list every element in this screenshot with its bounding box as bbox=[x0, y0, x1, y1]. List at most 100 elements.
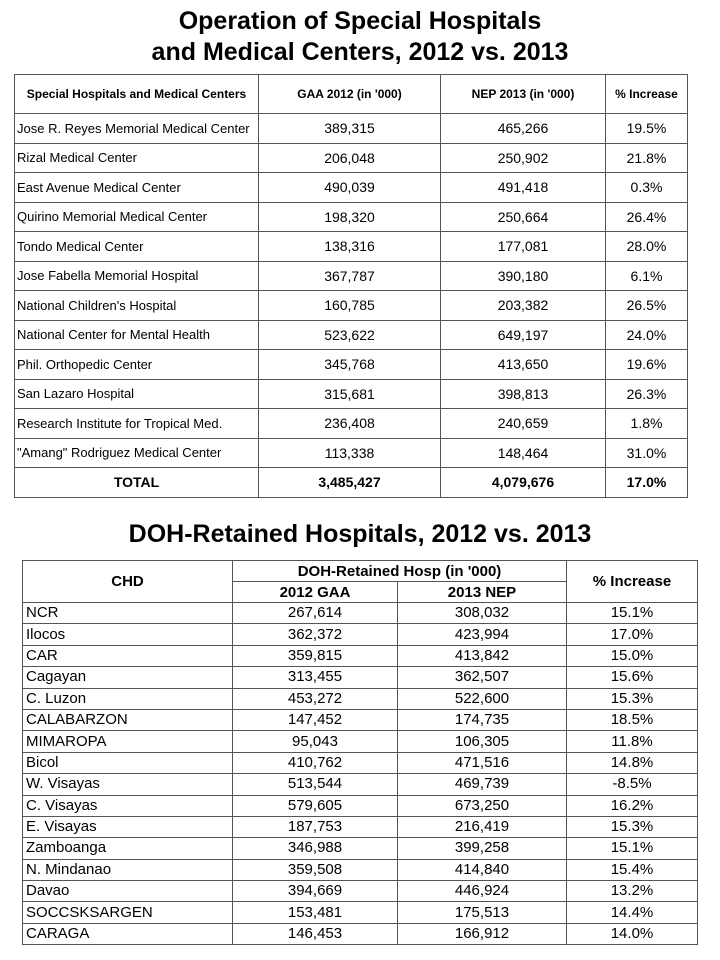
title-line: and Medical Centers, 2012 vs. 2013 bbox=[151, 38, 569, 66]
table-cell: 4,079,676 bbox=[440, 467, 606, 498]
table-cell: National Center for Mental Health bbox=[14, 319, 259, 350]
table-row: N. Mindanao 359,508 414,840 15.4% bbox=[22, 858, 698, 882]
table-cell: 410,762 bbox=[232, 751, 398, 775]
table-cell: 106,305 bbox=[397, 730, 567, 753]
table-cell: Rizal Medical Center bbox=[14, 142, 259, 173]
title-line: Operation of Special Hospitals bbox=[178, 7, 542, 35]
table-cell: 15.3% bbox=[566, 815, 698, 839]
table-cell: 414,840 bbox=[397, 858, 567, 882]
table-cell: 522,600 bbox=[397, 687, 567, 710]
table-cell: CAR bbox=[22, 644, 233, 668]
table-cell: 0.3% bbox=[605, 172, 688, 203]
table-cell: 21.8% bbox=[605, 142, 688, 173]
table-cell: Tondo Medical Center bbox=[14, 231, 259, 262]
table-row: East Avenue Medical Center 490,039 491,418… bbox=[14, 172, 688, 203]
table-cell: 187,753 bbox=[232, 815, 398, 839]
table-cell: 413,842 bbox=[397, 644, 567, 668]
table-cell: 6.1% bbox=[605, 260, 688, 291]
table-row: TOTAL 3,485,427 4,079,676 17.0% bbox=[14, 467, 688, 498]
header-cell: Special Hospitals and Medical Centers bbox=[14, 74, 259, 114]
table-cell: MIMAROPA bbox=[22, 730, 233, 753]
table-row: MIMAROPA 95,043 106,305 11.8% bbox=[22, 730, 698, 753]
table-cell: TOTAL bbox=[14, 467, 259, 498]
table-cell: 203,382 bbox=[440, 290, 606, 321]
table-row: C. Visayas 579,605 673,250 16.2% bbox=[22, 794, 698, 817]
table-cell: Cagayan bbox=[22, 666, 233, 689]
table-cell: 513,544 bbox=[232, 773, 398, 796]
table-cell: 175,513 bbox=[397, 901, 567, 924]
table-row: W. Visayas 513,544 469,739 -8.5% bbox=[22, 773, 698, 796]
table-cell: 469,739 bbox=[397, 773, 567, 796]
table-cell: 523,622 bbox=[258, 319, 441, 350]
table-cell: NCR bbox=[22, 601, 233, 625]
table-cell: Bicol bbox=[22, 751, 233, 775]
table-row: National Center for Mental Health 523,622… bbox=[14, 319, 688, 350]
table-cell: 250,902 bbox=[440, 142, 606, 173]
table-cell: 26.3% bbox=[605, 378, 688, 409]
table-cell: 15.1% bbox=[566, 601, 698, 625]
table-cell: 240,659 bbox=[440, 408, 606, 439]
table-cell: 11.8% bbox=[566, 730, 698, 753]
header-cell: CHD bbox=[22, 560, 233, 603]
table-cell: CARAGA bbox=[22, 922, 233, 946]
table-cell: 26.4% bbox=[605, 201, 688, 232]
table-cell: 367,787 bbox=[258, 260, 441, 291]
table-cell: Jose R. Reyes Memorial Medical Center bbox=[14, 113, 259, 144]
table-cell: National Children's Hospital bbox=[14, 290, 259, 321]
table-cell: 24.0% bbox=[605, 319, 688, 350]
table-cell: 308,032 bbox=[397, 601, 567, 625]
table-cell: 18.5% bbox=[566, 708, 698, 732]
table-cell: 19.5% bbox=[605, 113, 688, 144]
table-cell: W. Visayas bbox=[22, 773, 233, 796]
table-row: SOCCSKSARGEN 153,481 175,513 14.4% bbox=[22, 901, 698, 924]
table-cell: 16.2% bbox=[566, 794, 698, 817]
table-cell: "Amang" Rodriguez Medical Center bbox=[14, 437, 259, 468]
table-row: CALABARZON 147,452 174,735 18.5% bbox=[22, 708, 698, 732]
table-row: Bicol 410,762 471,516 14.8% bbox=[22, 751, 698, 775]
table-cell: 216,419 bbox=[397, 815, 567, 839]
table-cell: Research Institute for Tropical Med. bbox=[14, 408, 259, 439]
section-title: Operation of Special Hospitals and Medic… bbox=[0, 6, 720, 68]
table-row: Tondo Medical Center 138,316 177,081 28.0% bbox=[14, 231, 688, 262]
table-cell: 26.5% bbox=[605, 290, 688, 321]
table-cell: 17.0% bbox=[605, 467, 688, 498]
table-row: Phil. Orthopedic Center 345,768 413,650 19.… bbox=[14, 349, 688, 380]
table-cell: 346,988 bbox=[232, 837, 398, 860]
table-cell: 198,320 bbox=[258, 201, 441, 232]
table-cell: 673,250 bbox=[397, 794, 567, 817]
table-cell: E. Visayas bbox=[22, 815, 233, 839]
table-cell: -8.5% bbox=[566, 773, 698, 796]
table-cell: East Avenue Medical Center bbox=[14, 172, 259, 203]
table-cell: 471,516 bbox=[397, 751, 567, 775]
table-cell: 19.6% bbox=[605, 349, 688, 380]
table-row: San Lazaro Hospital 315,681 398,813 26.3% bbox=[14, 378, 688, 409]
table-cell: 15.3% bbox=[566, 687, 698, 710]
table-cell: 315,681 bbox=[258, 378, 441, 409]
table-cell: 95,043 bbox=[232, 730, 398, 753]
table-cell: 28.0% bbox=[605, 231, 688, 262]
table-row: Jose R. Reyes Memorial Medical Center 389… bbox=[14, 113, 688, 144]
table-cell: 1.8% bbox=[605, 408, 688, 439]
table-cell: 174,735 bbox=[397, 708, 567, 732]
table-row: Quirino Memorial Medical Center 198,320 25… bbox=[14, 201, 688, 232]
table-row: Rizal Medical Center 206,048 250,902 21.8% bbox=[14, 142, 688, 173]
table-row: NCR 267,614 308,032 15.1% bbox=[22, 601, 698, 625]
table-cell: SOCCSKSARGEN bbox=[22, 901, 233, 924]
table-cell: Quirino Memorial Medical Center bbox=[14, 201, 259, 232]
table-cell: 390,180 bbox=[440, 260, 606, 291]
table-cell: 160,785 bbox=[258, 290, 441, 321]
table-cell: 362,507 bbox=[397, 666, 567, 689]
table-cell: 147,452 bbox=[232, 708, 398, 732]
table-row: Ilocos 362,372 423,994 17.0% bbox=[22, 623, 698, 646]
table-row: Cagayan 313,455 362,507 15.6% bbox=[22, 666, 698, 689]
header-cell: 2012 GAA bbox=[232, 581, 398, 603]
table-cell: 138,316 bbox=[258, 231, 441, 262]
table-cell: 166,912 bbox=[397, 922, 567, 946]
table-cell: CALABARZON bbox=[22, 708, 233, 732]
table-cell: 313,455 bbox=[232, 666, 398, 689]
header-cell: NEP 2013 (in '000) bbox=[440, 74, 606, 114]
table-row: "Amang" Rodriguez Medical Center 113,338 1… bbox=[14, 437, 688, 468]
table-row: Zamboanga 346,988 399,258 15.1% bbox=[22, 837, 698, 860]
table-cell: 177,081 bbox=[440, 231, 606, 262]
header-cell: GAA 2012 (in '000) bbox=[258, 74, 441, 114]
